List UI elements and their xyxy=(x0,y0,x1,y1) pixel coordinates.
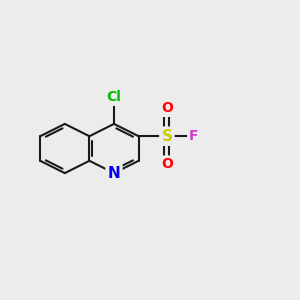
Text: S: S xyxy=(161,129,172,144)
Text: O: O xyxy=(161,101,173,115)
Text: F: F xyxy=(189,129,199,143)
Text: O: O xyxy=(161,158,173,172)
Text: N: N xyxy=(108,166,120,181)
Text: Cl: Cl xyxy=(106,90,122,104)
